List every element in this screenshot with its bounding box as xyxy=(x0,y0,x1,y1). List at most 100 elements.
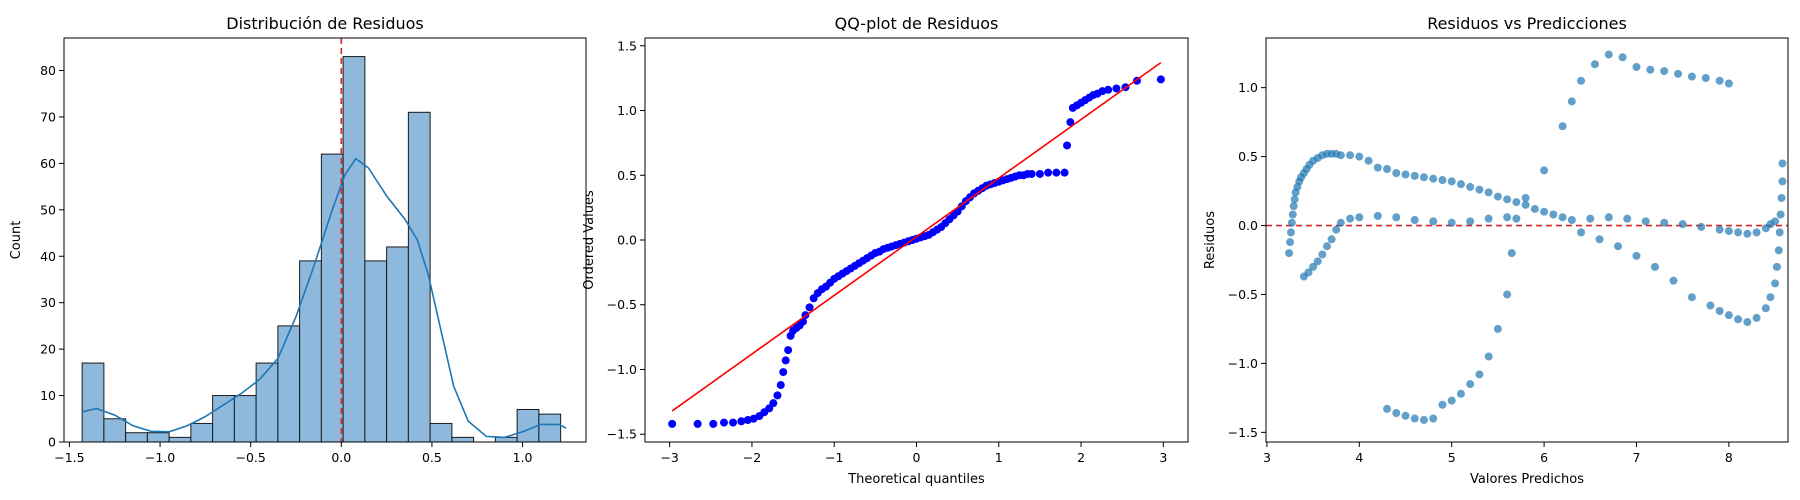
data-point xyxy=(1327,235,1336,244)
histogram-bar xyxy=(277,325,301,442)
data-point xyxy=(1604,213,1613,222)
data-point xyxy=(1512,198,1521,207)
data-point xyxy=(1503,290,1512,299)
data-point xyxy=(1774,246,1783,255)
data-point xyxy=(1540,207,1549,216)
y-tick-label: 50 xyxy=(40,202,56,217)
y-tick-label: 0.5 xyxy=(617,168,637,183)
y-tick-label: −1.5 xyxy=(1228,425,1258,440)
x-tick-label: −3 xyxy=(660,450,678,465)
data-point xyxy=(1429,414,1438,423)
data-point xyxy=(1288,210,1297,219)
histogram-bar xyxy=(233,395,257,442)
data-point xyxy=(1052,168,1061,177)
data-point xyxy=(1410,414,1419,423)
data-point xyxy=(1660,218,1669,227)
data-point xyxy=(1456,180,1465,189)
data-point xyxy=(1766,293,1775,302)
data-point xyxy=(1623,214,1632,223)
data-point xyxy=(1674,69,1683,78)
data-point xyxy=(1466,217,1475,226)
data-point xyxy=(1646,65,1655,74)
data-point xyxy=(1373,211,1382,220)
histogram-bar xyxy=(190,422,214,442)
data-point xyxy=(1304,268,1313,277)
data-point xyxy=(1419,173,1428,182)
chart-title: Distribución de Residuos xyxy=(226,14,423,33)
histogram-bar xyxy=(168,436,192,442)
y-tick-label: 60 xyxy=(40,156,56,171)
data-point xyxy=(1752,313,1761,322)
data-point xyxy=(1567,216,1576,225)
histogram-bar xyxy=(320,153,344,442)
data-point xyxy=(1286,238,1295,247)
data-point xyxy=(1035,169,1044,178)
data-point xyxy=(1614,242,1623,251)
plot-area xyxy=(81,38,567,442)
x-tick-label: 0.0 xyxy=(331,450,351,465)
data-point xyxy=(1618,53,1627,62)
x-tick-label: −1.5 xyxy=(54,450,84,465)
axes-frame xyxy=(63,37,587,443)
data-point xyxy=(1285,249,1294,258)
data-point xyxy=(1715,225,1724,234)
chart-panel-3: 3 4 5 6 7 8 −1.5 −1.0 −0.5 0.0 0.5 1.0 Residuos vs P… xyxy=(1203,14,1789,487)
data-point xyxy=(1373,163,1382,172)
data-point xyxy=(1063,141,1072,150)
data-point xyxy=(1429,174,1438,183)
data-point xyxy=(781,356,790,365)
data-point xyxy=(1650,262,1659,271)
histogram-bar xyxy=(407,111,431,442)
data-point xyxy=(784,346,793,355)
y-axis-label: Residuos xyxy=(1203,211,1218,269)
x-tick-label: 7 xyxy=(1633,450,1641,465)
y-tick-label: 1.5 xyxy=(617,38,637,53)
data-point xyxy=(1027,169,1036,178)
chart-panel-1: −1.5 −1.0 −0.5 0.0 0.5 1.0 0 10 20 30 40 50 60 70 80 Di… xyxy=(9,14,587,465)
x-tick-label: 5 xyxy=(1448,450,1456,465)
data-point xyxy=(1687,293,1696,302)
data-point xyxy=(1364,156,1373,165)
data-point xyxy=(1493,192,1502,201)
data-point xyxy=(1447,177,1456,186)
histogram-bar xyxy=(125,432,148,442)
data-point xyxy=(1521,200,1530,209)
histogram-bar xyxy=(81,362,105,442)
data-point xyxy=(668,419,677,428)
data-point xyxy=(1287,218,1296,227)
data-point xyxy=(1401,170,1410,179)
data-point xyxy=(1632,62,1641,71)
reference-fit-line xyxy=(671,61,1162,412)
x-tick-label: 0 xyxy=(913,450,921,465)
data-point xyxy=(1724,79,1733,88)
histogram-bar xyxy=(146,432,170,442)
y-tick-label: 80 xyxy=(40,63,56,78)
data-point xyxy=(1540,166,1549,175)
data-point xyxy=(1484,352,1493,361)
data-point xyxy=(1290,195,1299,204)
y-tick-label: 40 xyxy=(40,249,56,264)
data-point xyxy=(1484,214,1493,223)
data-point xyxy=(1775,228,1784,237)
x-tick-label: 8 xyxy=(1725,450,1733,465)
y-tick-label: −0.5 xyxy=(607,297,637,312)
data-point xyxy=(1660,67,1669,76)
y-tick-label: −1.0 xyxy=(1228,356,1258,371)
data-point xyxy=(1701,73,1710,82)
data-point xyxy=(1503,213,1512,222)
data-point xyxy=(729,418,738,427)
data-point xyxy=(1706,301,1715,310)
data-point xyxy=(1715,76,1724,85)
y-tick-label: −1.5 xyxy=(607,427,637,442)
x-tick-label: 1.0 xyxy=(513,450,533,465)
data-point xyxy=(1743,229,1752,238)
chart-panel-2: −3 −2 −1 0 1 2 3 −1.5 −1.0 −0.5 0.0 0.5 1.0 1.5 QQ-plo… xyxy=(582,14,1189,487)
data-point xyxy=(1558,213,1567,222)
y-axis-label: Count xyxy=(9,221,24,260)
y-tick-label: 0.0 xyxy=(617,233,637,248)
data-point xyxy=(1752,228,1761,237)
data-point xyxy=(1447,396,1456,405)
data-point xyxy=(1060,168,1069,177)
data-point xyxy=(1332,225,1341,234)
plot-area xyxy=(1266,50,1788,424)
